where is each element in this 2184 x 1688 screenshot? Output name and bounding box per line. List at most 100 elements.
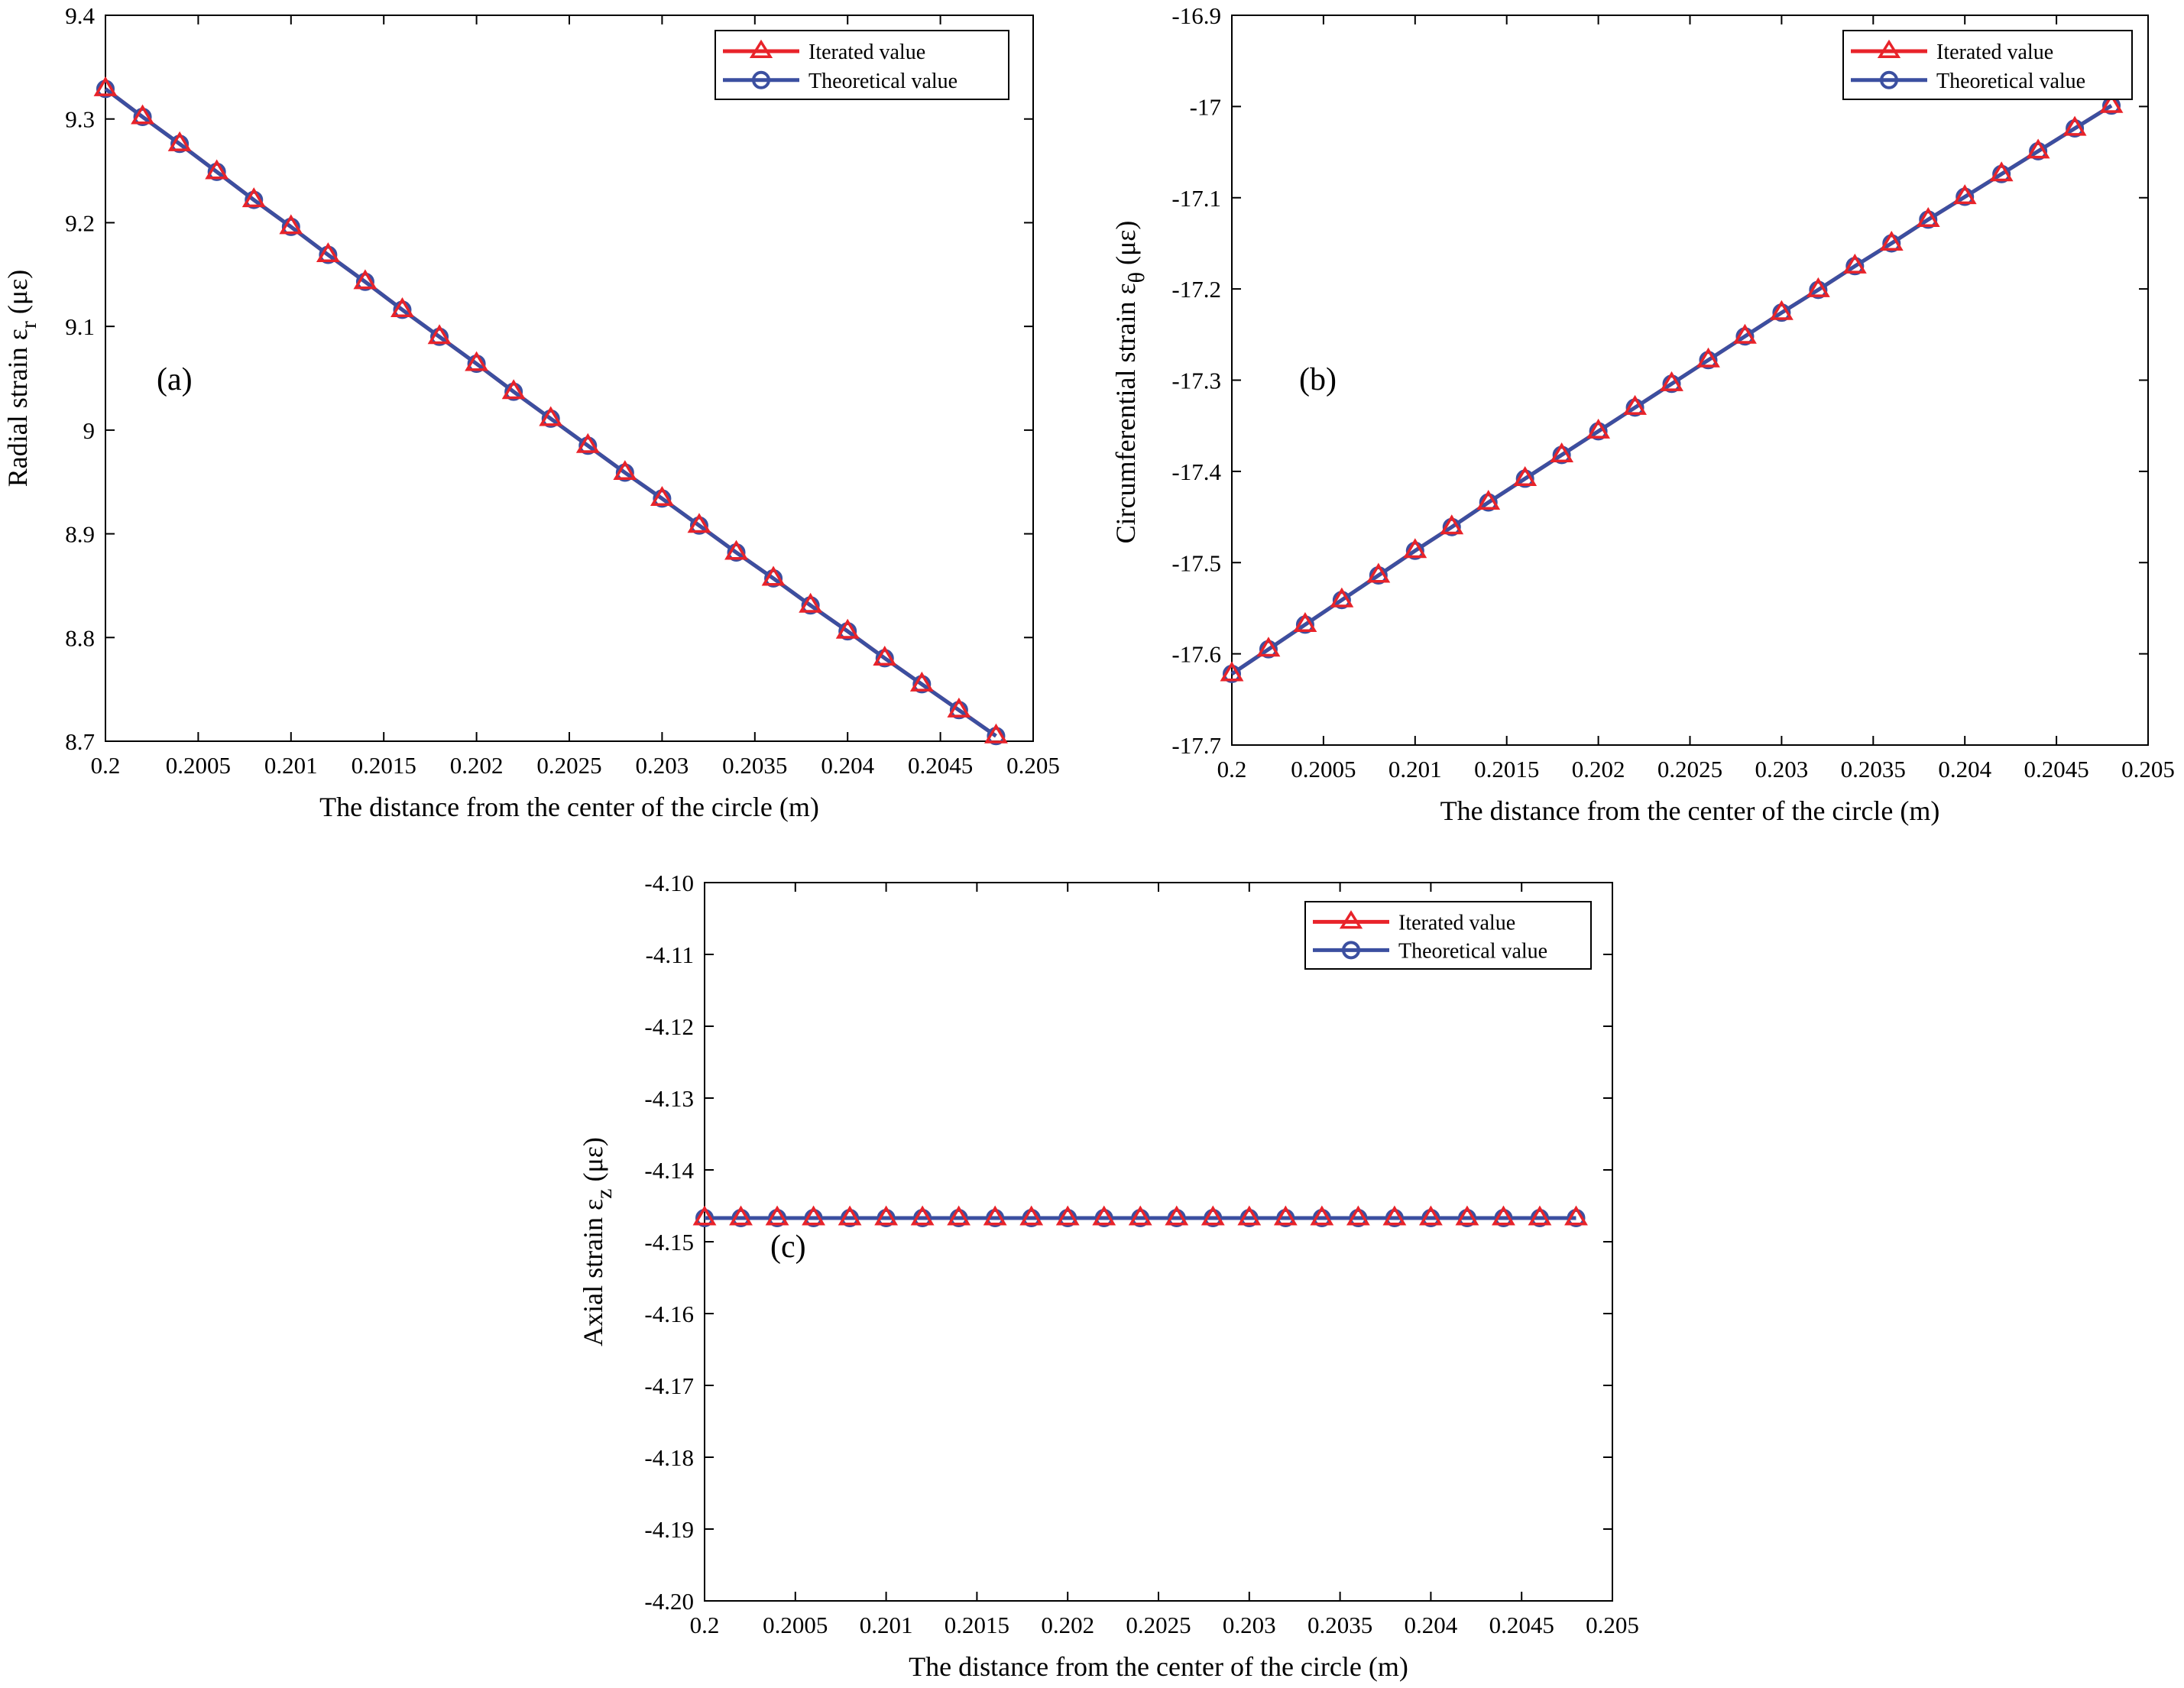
x-axis-title: The distance from the center of the circ… xyxy=(1440,795,1940,826)
iterated-point xyxy=(909,671,934,692)
y-axis-title-main: Axial strain ε xyxy=(578,1199,608,1346)
iterated-point xyxy=(575,433,600,453)
y-tick-label: -17.6 xyxy=(1171,641,1221,668)
chart-panel-2: 0.2 0.2005 0.201 0.2015 0.202 0.2025 0.203 0.20… xyxy=(1110,2,2175,826)
iterated-point xyxy=(1492,1205,1515,1226)
iterated-point xyxy=(1201,1205,1225,1226)
y-tick-label: -4.16 xyxy=(644,1301,694,1327)
x-tick-label: 0.204 xyxy=(821,752,874,779)
iterated-point xyxy=(910,1205,935,1226)
iterated-point xyxy=(613,460,637,481)
y-tick-label: -4.19 xyxy=(644,1516,694,1543)
iterated-point xyxy=(316,242,340,263)
x-tick-label: 0.202 xyxy=(450,752,504,779)
panel-label: (a) xyxy=(157,362,193,397)
iterated-point xyxy=(1769,300,1794,320)
panel-label: (c) xyxy=(770,1230,806,1265)
y-tick-label: -4.18 xyxy=(644,1444,694,1471)
iterated-point xyxy=(1733,323,1757,344)
y-tick-label: -17 xyxy=(1190,93,1221,120)
series-line-theoretical xyxy=(1230,104,2113,676)
x-tick-label: 0.2005 xyxy=(166,752,231,779)
iterated-point xyxy=(1623,394,1647,415)
iterated-point xyxy=(687,513,711,533)
y-axis-title-unit: (με) xyxy=(1110,221,1141,272)
iterated-point xyxy=(93,76,118,96)
x-tick-label: 0.205 xyxy=(2121,756,2175,782)
x-tick-label: 0.2035 xyxy=(722,752,787,779)
y-tick-label: 9.2 xyxy=(65,209,95,236)
y-tick-label: 9.3 xyxy=(65,106,95,133)
y-tick-label: -17.3 xyxy=(1171,368,1221,394)
iterated-point xyxy=(1366,562,1391,583)
iterated-point xyxy=(1528,1205,1552,1226)
y-axis-title-unit: (με) xyxy=(2,270,33,321)
y-tick-label: -17.1 xyxy=(1171,185,1221,212)
iterated-point xyxy=(241,187,266,208)
legend-triangle-icon xyxy=(1877,39,1901,58)
iterated-point xyxy=(427,324,452,345)
legend-label: Iterated value xyxy=(808,40,925,64)
legend-label: Theoretical value xyxy=(1936,70,2085,93)
iterated-point xyxy=(2099,92,2124,113)
y-axis-title: Radial strain εr (με) xyxy=(2,270,41,487)
x-tick-label: 0.2015 xyxy=(945,1612,1009,1638)
x-tick-label: 0.203 xyxy=(1755,756,1809,782)
legend-circle-icon xyxy=(752,70,770,89)
x-tick-label: 0.205 xyxy=(1006,752,1060,779)
legend-label: Theoretical value xyxy=(1398,939,1547,963)
iterated-point xyxy=(1660,371,1683,391)
iterated-point xyxy=(802,1205,825,1226)
legend-label: Theoretical value xyxy=(808,70,958,93)
iterated-point xyxy=(1879,231,1904,251)
iterated-point xyxy=(1564,1205,1588,1226)
y-tick-label: 9.1 xyxy=(65,313,95,340)
x-tick-label: 0.2045 xyxy=(2024,756,2088,782)
iterated-point xyxy=(765,1205,789,1226)
iterated-point xyxy=(465,351,489,371)
iterated-point xyxy=(1310,1205,1334,1226)
y-axis-title-unit: (με) xyxy=(578,1137,608,1188)
iterated-point xyxy=(1842,253,1867,274)
iterated-point xyxy=(1952,184,1977,205)
y-tick-label: -4.12 xyxy=(644,1013,694,1040)
iterated-point xyxy=(1806,277,1830,297)
y-axis-title-subscript: z xyxy=(591,1189,617,1199)
legend-label: Iterated value xyxy=(1936,40,2053,64)
iterated-point xyxy=(1455,1205,1479,1226)
x-tick-label: 0.201 xyxy=(1388,756,1442,782)
x-tick-label: 0.2 xyxy=(91,752,121,779)
legend: Iterated value Theoretical value xyxy=(1842,30,2133,100)
iterated-point xyxy=(1513,465,1538,486)
iterated-point xyxy=(1586,418,1611,439)
x-tick-label: 0.201 xyxy=(264,752,318,779)
x-tick-label: 0.2 xyxy=(1217,756,1247,782)
iterated-point xyxy=(947,1205,971,1226)
legend: Iterated value Theoretical value xyxy=(1304,901,1592,970)
iterated-point xyxy=(1550,442,1574,462)
y-tick-label: 9.4 xyxy=(65,2,95,29)
iterated-point xyxy=(390,297,414,317)
y-tick-label: -4.10 xyxy=(644,870,694,896)
x-tick-label: 0.2015 xyxy=(1474,756,1539,782)
y-tick-label: -17.2 xyxy=(1171,276,1221,303)
y-tick-label: -16.9 xyxy=(1171,2,1221,29)
iterated-point xyxy=(205,159,229,180)
iterated-point xyxy=(835,618,860,639)
iterated-point xyxy=(279,214,303,235)
legend: Iterated value Theoretical value xyxy=(714,30,1009,100)
iterated-point xyxy=(838,1205,862,1226)
iterated-point xyxy=(947,697,971,718)
x-axis-title: The distance from the center of the circ… xyxy=(319,792,819,822)
legend-circle-icon xyxy=(1880,70,1898,89)
iterated-point xyxy=(799,592,823,613)
y-tick-label: 9 xyxy=(83,417,96,444)
series-line-theoretical xyxy=(104,87,997,738)
iterated-point xyxy=(650,486,674,506)
x-tick-label: 0.202 xyxy=(1572,756,1625,782)
iterated-point xyxy=(983,1205,1007,1226)
iterated-point xyxy=(1989,161,2014,182)
x-tick-label: 0.204 xyxy=(1405,1612,1458,1638)
y-tick-label: -4.20 xyxy=(644,1588,694,1615)
